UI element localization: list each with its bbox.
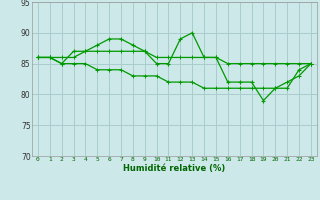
X-axis label: Humidité relative (%): Humidité relative (%) <box>123 164 226 173</box>
